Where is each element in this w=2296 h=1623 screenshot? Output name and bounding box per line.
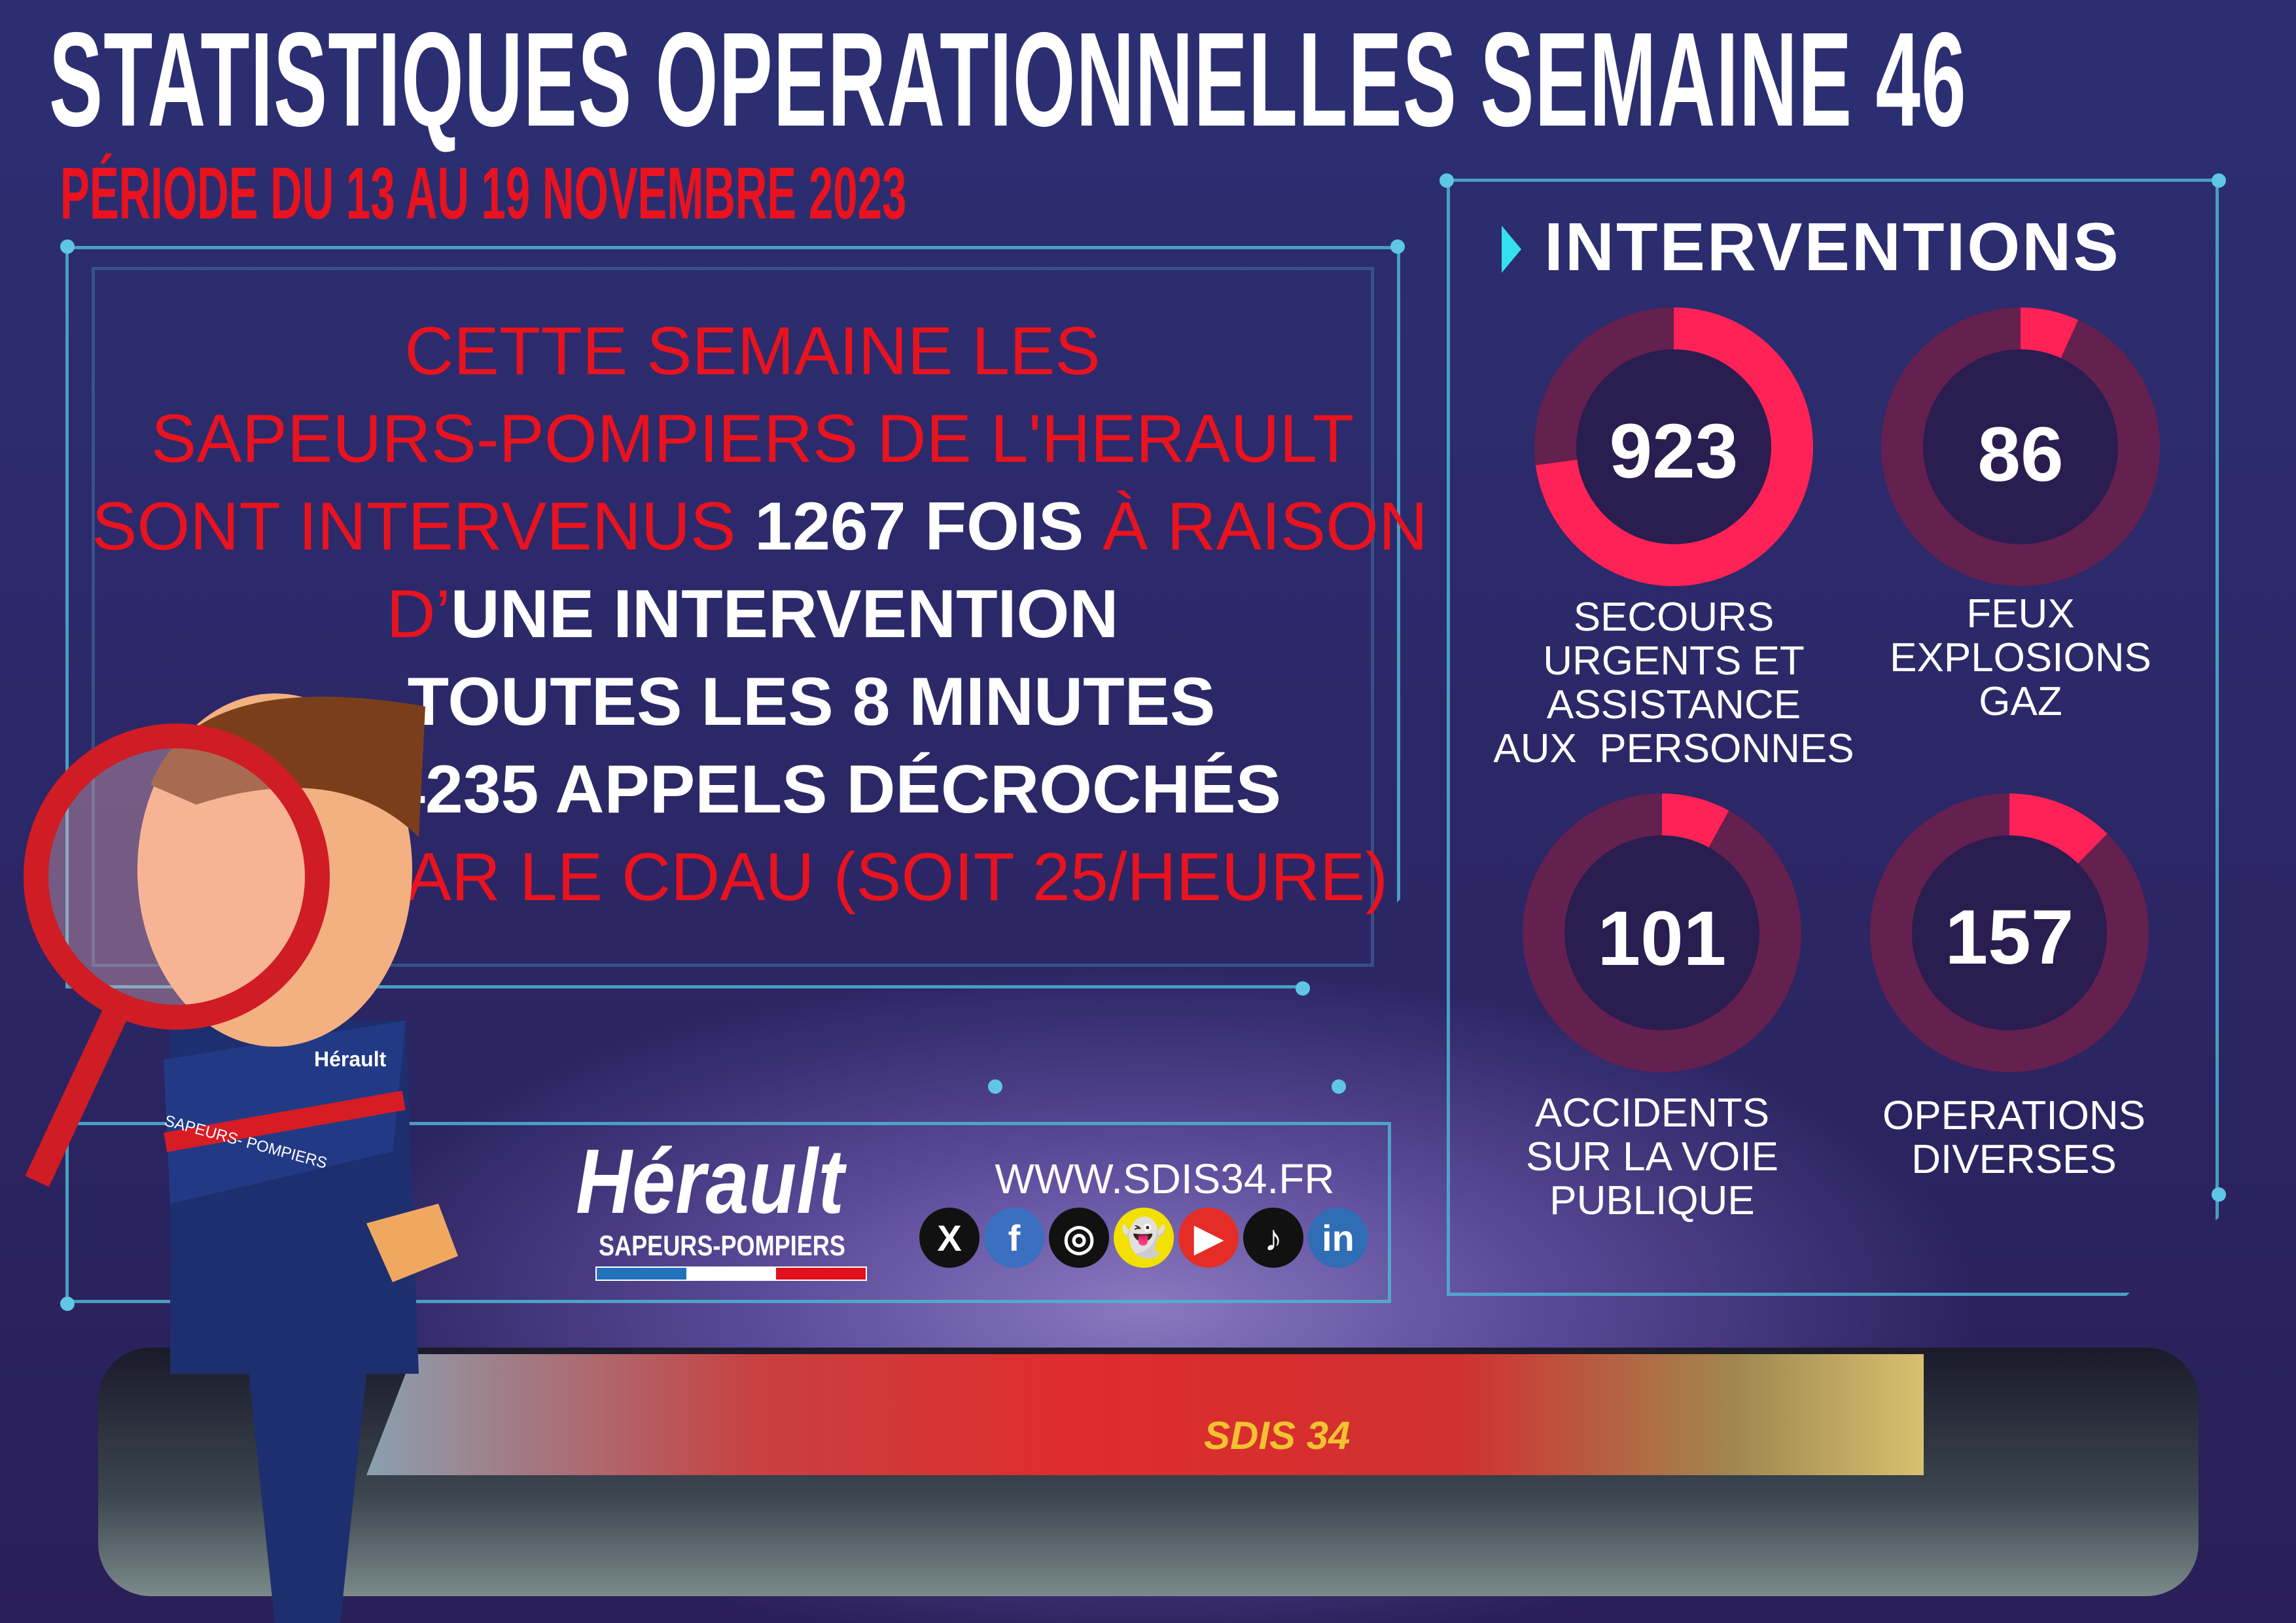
- summary-line: SONT INTERVENUS 1267 FOIS À RAISON: [92, 489, 1428, 565]
- mascot-badge: Hérault: [314, 1047, 387, 1071]
- donut-label: OPERATIONS DIVERSES: [1882, 1093, 2146, 1182]
- firefighter-mascot: Hérault SAPEURS- POMPIERS: [24, 693, 458, 1623]
- donut-fill: [1870, 794, 2149, 1072]
- frame-node: [60, 1297, 75, 1311]
- donut-value: 101: [1597, 896, 1727, 982]
- website-link[interactable]: WWW.SDIS34.FR: [995, 1155, 1335, 1202]
- summary-line: PAR LE CDAU (SOIT 25/HEURE): [365, 839, 1388, 915]
- frame-node: [988, 1079, 1002, 1094]
- summary-line: D’UNE INTERVENTION: [386, 576, 1119, 652]
- frame-node: [1439, 173, 1454, 188]
- frame-node: [2212, 1187, 2226, 1202]
- summary-inner-frame: [92, 267, 1374, 967]
- donut-value: 157: [1945, 894, 2074, 981]
- footer-frame: [65, 1122, 1391, 1303]
- snapchat-icon[interactable]: 👻: [1114, 1208, 1174, 1268]
- donut-label: ACCIDENTS SUR LA VOIE PUBLIQUE: [1526, 1091, 1778, 1223]
- frame-node: [1390, 239, 1405, 254]
- instagram-icon[interactable]: ◎: [1049, 1208, 1109, 1268]
- donut-fill: [1881, 307, 2160, 586]
- donut-value: 923: [1609, 408, 1739, 495]
- frame-node: [2212, 173, 2226, 188]
- interventions-title: INTERVENTIONS: [1544, 209, 2121, 285]
- summary-line: CETTE SEMAINE LES: [404, 313, 1101, 389]
- page-title: STATISTIQUES OPERATIONNELLES SEMAINE 46: [49, 5, 1967, 154]
- donut-value: 86: [1977, 411, 2064, 498]
- frame-node: [60, 239, 75, 254]
- herault-logo: Hérault: [576, 1130, 844, 1232]
- tricolor-flag: [595, 1266, 867, 1281]
- donut-label: FEUX EXPLOSIONS GAZ: [1890, 591, 2151, 724]
- tiktok-icon[interactable]: ♪: [1243, 1208, 1303, 1268]
- linkedin-icon[interactable]: in: [1308, 1208, 1368, 1268]
- period-subtitle: PÉRIODE DU 13 AU 19 NOVEMBRE 2023: [60, 152, 907, 234]
- donut-label: SECOURS URGENTS ET ASSISTANCE AUX PERSONNES: [1493, 595, 1854, 771]
- donut-fill: [1534, 307, 1813, 586]
- summary-frame: [65, 246, 1400, 988]
- truck-text: SDIS 34: [1204, 1414, 1351, 1457]
- summary-line: 4235 APPELS DÉCROCHÉS: [387, 752, 1281, 828]
- interventions-frame: [1447, 179, 2219, 1296]
- x-icon[interactable]: X: [919, 1208, 980, 1268]
- summary-line: SAPEURS-POMPIERS DE L'HERAULT: [150, 401, 1354, 477]
- donut-fill: [1523, 794, 1801, 1072]
- summary-line: TOUTES LES 8 MINUTES: [407, 664, 1216, 740]
- facebook-icon[interactable]: f: [984, 1208, 1044, 1268]
- youtube-icon[interactable]: ▶: [1178, 1208, 1239, 1268]
- frame-node: [1332, 1079, 1346, 1094]
- arrow-icon: [1502, 226, 1521, 273]
- frame-node: [1296, 981, 1310, 996]
- firefighter-photo: SDIS 34: [366, 1354, 1924, 1475]
- logo-subtitle: SAPEURS-POMPIERS: [599, 1230, 845, 1262]
- summary-text: CETTE SEMAINE LES SAPEURS-POMPIERS DE L'…: [92, 307, 1428, 921]
